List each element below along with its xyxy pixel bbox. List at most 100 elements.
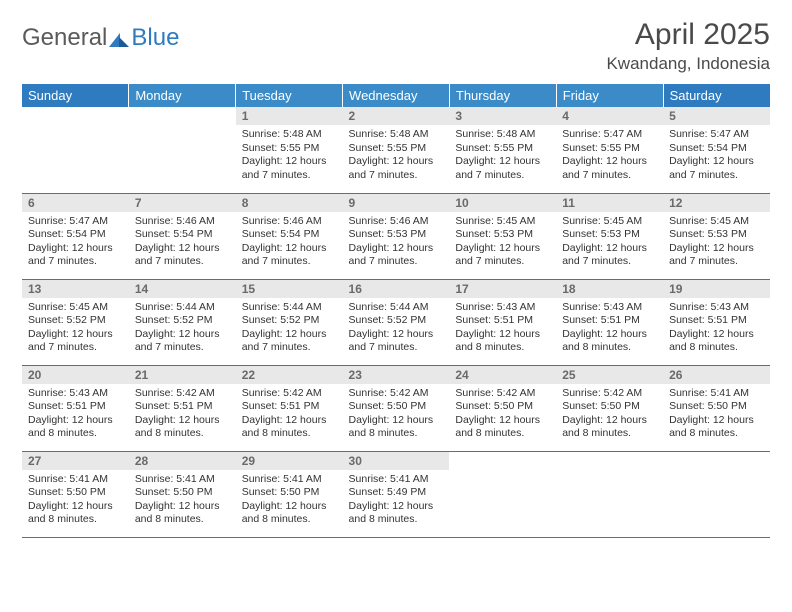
calendar-cell: 24Sunrise: 5:42 AMSunset: 5:50 PMDayligh… [449,365,556,451]
logo-text-gray: General [22,24,107,52]
calendar-cell: 11Sunrise: 5:45 AMSunset: 5:53 PMDayligh… [556,193,663,279]
day-number: 4 [556,107,663,125]
day-details: Sunrise: 5:43 AMSunset: 5:51 PMDaylight:… [22,384,129,442]
day-details: Sunrise: 5:46 AMSunset: 5:54 PMDaylight:… [236,212,343,270]
day-details: Sunrise: 5:42 AMSunset: 5:51 PMDaylight:… [129,384,236,442]
weekday-header: Monday [129,84,236,107]
calendar-cell: 13Sunrise: 5:45 AMSunset: 5:52 PMDayligh… [22,279,129,365]
calendar-body: 0 0 1Sunrise: 5:48 AMSunset: 5:55 PMDayl… [22,107,770,537]
day-number: 21 [129,366,236,384]
calendar-cell: 19Sunrise: 5:43 AMSunset: 5:51 PMDayligh… [663,279,770,365]
weekday-header: Thursday [449,84,556,107]
logo-sail-icon [109,29,131,47]
day-number: 22 [236,366,343,384]
calendar-cell: 5Sunrise: 5:47 AMSunset: 5:54 PMDaylight… [663,107,770,193]
day-number: 15 [236,280,343,298]
day-number: 23 [343,366,450,384]
day-details: Sunrise: 5:41 AMSunset: 5:49 PMDaylight:… [343,470,450,528]
day-number: 10 [449,194,556,212]
calendar-cell: 17Sunrise: 5:43 AMSunset: 5:51 PMDayligh… [449,279,556,365]
day-number: 30 [343,452,450,470]
weekday-header: Tuesday [236,84,343,107]
day-number: 14 [129,280,236,298]
day-number: 16 [343,280,450,298]
day-details: Sunrise: 5:45 AMSunset: 5:52 PMDaylight:… [22,298,129,356]
day-details: Sunrise: 5:48 AMSunset: 5:55 PMDaylight:… [236,125,343,183]
title-block: April 2025 Kwandang, Indonesia [606,18,770,74]
day-details: Sunrise: 5:41 AMSunset: 5:50 PMDaylight:… [129,470,236,528]
calendar-cell: 4Sunrise: 5:47 AMSunset: 5:55 PMDaylight… [556,107,663,193]
day-number: 5 [663,107,770,125]
day-details: Sunrise: 5:42 AMSunset: 5:51 PMDaylight:… [236,384,343,442]
day-number: 3 [449,107,556,125]
calendar-cell: 12Sunrise: 5:45 AMSunset: 5:53 PMDayligh… [663,193,770,279]
calendar-week-row: 13Sunrise: 5:45 AMSunset: 5:52 PMDayligh… [22,279,770,365]
day-details: Sunrise: 5:48 AMSunset: 5:55 PMDaylight:… [449,125,556,183]
calendar-week-row: 27Sunrise: 5:41 AMSunset: 5:50 PMDayligh… [22,451,770,537]
calendar-cell: 29Sunrise: 5:41 AMSunset: 5:50 PMDayligh… [236,451,343,537]
day-number: 8 [236,194,343,212]
day-number: 19 [663,280,770,298]
day-number: 29 [236,452,343,470]
calendar-cell: 10Sunrise: 5:45 AMSunset: 5:53 PMDayligh… [449,193,556,279]
day-number: 27 [22,452,129,470]
day-number: 24 [449,366,556,384]
weekday-row: SundayMondayTuesdayWednesdayThursdayFrid… [22,84,770,107]
page-header: GeneralBlue April 2025 Kwandang, Indones… [22,18,770,74]
location-text: Kwandang, Indonesia [606,54,770,74]
day-details: Sunrise: 5:43 AMSunset: 5:51 PMDaylight:… [556,298,663,356]
day-details: Sunrise: 5:43 AMSunset: 5:51 PMDaylight:… [449,298,556,356]
calendar-cell: 0 [22,107,129,193]
logo: GeneralBlue [22,24,179,52]
day-number: 9 [343,194,450,212]
calendar-cell: 14Sunrise: 5:44 AMSunset: 5:52 PMDayligh… [129,279,236,365]
calendar-week-row: 6Sunrise: 5:47 AMSunset: 5:54 PMDaylight… [22,193,770,279]
calendar-cell: 15Sunrise: 5:44 AMSunset: 5:52 PMDayligh… [236,279,343,365]
day-details: Sunrise: 5:45 AMSunset: 5:53 PMDaylight:… [556,212,663,270]
day-number: 12 [663,194,770,212]
weekday-header: Saturday [663,84,770,107]
calendar-cell: 2Sunrise: 5:48 AMSunset: 5:55 PMDaylight… [343,107,450,193]
calendar-week-row: 0 0 1Sunrise: 5:48 AMSunset: 5:55 PMDayl… [22,107,770,193]
day-number: 26 [663,366,770,384]
day-details: Sunrise: 5:46 AMSunset: 5:53 PMDaylight:… [343,212,450,270]
day-number: 20 [22,366,129,384]
calendar-cell: 7Sunrise: 5:46 AMSunset: 5:54 PMDaylight… [129,193,236,279]
day-number: 18 [556,280,663,298]
day-details: Sunrise: 5:45 AMSunset: 5:53 PMDaylight:… [449,212,556,270]
calendar-head: SundayMondayTuesdayWednesdayThursdayFrid… [22,84,770,107]
day-details: Sunrise: 5:42 AMSunset: 5:50 PMDaylight:… [556,384,663,442]
day-number: 11 [556,194,663,212]
day-details: Sunrise: 5:44 AMSunset: 5:52 PMDaylight:… [236,298,343,356]
day-details: Sunrise: 5:44 AMSunset: 5:52 PMDaylight:… [343,298,450,356]
day-details: Sunrise: 5:46 AMSunset: 5:54 PMDaylight:… [129,212,236,270]
calendar-cell: 0 [449,451,556,537]
day-details: Sunrise: 5:47 AMSunset: 5:54 PMDaylight:… [663,125,770,183]
calendar-cell: 21Sunrise: 5:42 AMSunset: 5:51 PMDayligh… [129,365,236,451]
day-details: Sunrise: 5:41 AMSunset: 5:50 PMDaylight:… [663,384,770,442]
calendar-cell: 0 [663,451,770,537]
calendar-cell: 27Sunrise: 5:41 AMSunset: 5:50 PMDayligh… [22,451,129,537]
day-number: 2 [343,107,450,125]
calendar-cell: 6Sunrise: 5:47 AMSunset: 5:54 PMDaylight… [22,193,129,279]
day-details: Sunrise: 5:42 AMSunset: 5:50 PMDaylight:… [449,384,556,442]
day-number: 13 [22,280,129,298]
day-details: Sunrise: 5:41 AMSunset: 5:50 PMDaylight:… [22,470,129,528]
calendar-cell: 18Sunrise: 5:43 AMSunset: 5:51 PMDayligh… [556,279,663,365]
weekday-header: Wednesday [343,84,450,107]
calendar-week-row: 20Sunrise: 5:43 AMSunset: 5:51 PMDayligh… [22,365,770,451]
calendar-cell: 16Sunrise: 5:44 AMSunset: 5:52 PMDayligh… [343,279,450,365]
day-number: 25 [556,366,663,384]
day-number: 7 [129,194,236,212]
calendar-cell: 8Sunrise: 5:46 AMSunset: 5:54 PMDaylight… [236,193,343,279]
day-number: 1 [236,107,343,125]
calendar-cell: 28Sunrise: 5:41 AMSunset: 5:50 PMDayligh… [129,451,236,537]
calendar-cell: 26Sunrise: 5:41 AMSunset: 5:50 PMDayligh… [663,365,770,451]
calendar-cell: 9Sunrise: 5:46 AMSunset: 5:53 PMDaylight… [343,193,450,279]
day-details: Sunrise: 5:47 AMSunset: 5:55 PMDaylight:… [556,125,663,183]
day-details: Sunrise: 5:41 AMSunset: 5:50 PMDaylight:… [236,470,343,528]
day-details: Sunrise: 5:48 AMSunset: 5:55 PMDaylight:… [343,125,450,183]
calendar-cell: 1Sunrise: 5:48 AMSunset: 5:55 PMDaylight… [236,107,343,193]
calendar-cell: 3Sunrise: 5:48 AMSunset: 5:55 PMDaylight… [449,107,556,193]
calendar-cell: 23Sunrise: 5:42 AMSunset: 5:50 PMDayligh… [343,365,450,451]
